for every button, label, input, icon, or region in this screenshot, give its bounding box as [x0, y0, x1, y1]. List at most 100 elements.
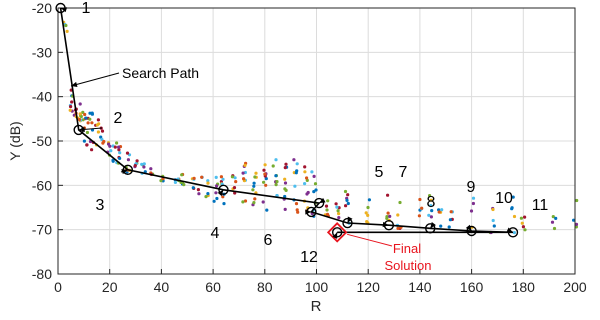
candidate-point	[469, 209, 474, 213]
candidate-point	[512, 214, 517, 219]
x-tick-label: 160	[460, 279, 484, 295]
candidate-point	[214, 191, 218, 195]
candidate-point	[252, 201, 256, 205]
candidate-point	[234, 180, 238, 184]
candidate-point	[78, 102, 82, 106]
candidate-point	[125, 151, 130, 155]
candidate-point	[429, 215, 433, 219]
x-tick-label: 0	[54, 279, 62, 295]
candidate-point	[81, 110, 85, 114]
candidate-point	[303, 182, 307, 186]
step-label-6: 6	[264, 232, 273, 249]
final-solution-label-line1: Final	[393, 241, 421, 256]
callout-arrow-8-head	[382, 221, 389, 228]
candidate-point	[251, 188, 255, 192]
candidate-point	[274, 174, 278, 178]
candidate-point	[77, 117, 82, 122]
callout-arrow-12-head	[332, 232, 338, 239]
candidate-point	[90, 112, 94, 116]
candidate-point	[206, 192, 210, 196]
x-tick-label: 20	[102, 279, 118, 295]
candidate-point	[491, 207, 495, 212]
candidate-point	[429, 204, 433, 208]
final-solution-label-line2: Solution	[385, 258, 432, 273]
step-label-3: 3	[96, 197, 105, 214]
candidate-point	[90, 148, 94, 152]
y-tick-label: -70	[32, 222, 52, 238]
candidate-point	[109, 149, 113, 153]
candidate-point	[386, 211, 390, 215]
candidate-point	[263, 163, 267, 167]
candidate-point	[222, 202, 226, 206]
candidate-point	[305, 178, 309, 182]
candidate-point	[437, 210, 441, 214]
candidate-point	[191, 186, 195, 190]
candidate-point	[200, 175, 204, 179]
x-tick-label: 180	[512, 279, 536, 295]
candidate-point	[295, 169, 299, 173]
step-label-8: 8	[427, 194, 436, 211]
candidate-point	[78, 112, 82, 116]
path-point-4	[218, 184, 229, 195]
candidate-point	[310, 170, 314, 174]
candidate-point	[84, 116, 88, 120]
callout-arrow-2-head	[78, 126, 85, 133]
candidate-point	[99, 135, 103, 139]
candidate-point	[241, 171, 245, 175]
y-tick-label: -60	[32, 177, 52, 193]
candidate-point	[215, 184, 219, 188]
candidate-point	[365, 220, 369, 224]
candidate-point	[314, 188, 318, 192]
candidate-point	[219, 175, 223, 179]
candidate-point	[420, 206, 424, 210]
candidate-point	[271, 164, 275, 168]
candidate-point	[283, 181, 288, 185]
x-tick-label: 40	[154, 279, 170, 295]
x-axis-label: R	[311, 298, 322, 315]
candidate-point	[159, 179, 163, 183]
y-axis-label: Y (dB)	[7, 121, 23, 160]
y-tick-label: -30	[32, 44, 52, 60]
callout-arrow-9-head	[430, 221, 436, 229]
candidate-point	[206, 179, 210, 183]
candidate-point	[243, 199, 248, 203]
candidate-point	[215, 196, 219, 201]
x-tick-label: 80	[257, 279, 273, 295]
candidate-point	[521, 225, 526, 229]
candidate-point	[85, 143, 89, 147]
candidate-point	[519, 216, 524, 220]
candidate-point	[85, 130, 89, 135]
candidate-point	[173, 180, 177, 184]
candidate-point	[386, 193, 390, 197]
x-tick-label: 100	[305, 279, 329, 295]
candidate-point	[550, 220, 555, 224]
callout-arrow-10-head	[465, 224, 472, 231]
candidate-point	[233, 176, 237, 180]
final-solution-arrow	[347, 233, 393, 247]
candidate-point	[574, 225, 579, 229]
candidate-point	[96, 118, 100, 122]
x-tick-label: 120	[357, 279, 381, 295]
candidate-point	[149, 167, 153, 171]
search-path	[55, 2, 519, 243]
candidate-point	[283, 207, 287, 211]
candidate-point	[313, 182, 318, 186]
step-label-11: 11	[532, 197, 549, 214]
candidate-point	[345, 198, 349, 202]
candidate-point	[274, 158, 278, 162]
candidate-point	[221, 195, 225, 199]
candidate-point	[335, 205, 339, 209]
callout-arrow-4-head	[217, 189, 224, 197]
candidate-point	[115, 141, 119, 145]
axis-ticks: 0 20 40 60 80 100 120 140 160 180 200 -80 -70 -60 -50 -…	[32, 0, 587, 295]
candidate-point	[140, 162, 144, 166]
candidate-points	[62, 20, 579, 235]
path-point-9	[425, 223, 436, 234]
step-label-5: 5	[375, 164, 384, 181]
candidate-point	[243, 163, 247, 167]
candidate-point	[90, 121, 94, 125]
candidate-point	[253, 197, 257, 201]
candidate-point	[366, 213, 370, 217]
candidate-point	[135, 159, 139, 163]
candidate-point	[65, 29, 69, 33]
